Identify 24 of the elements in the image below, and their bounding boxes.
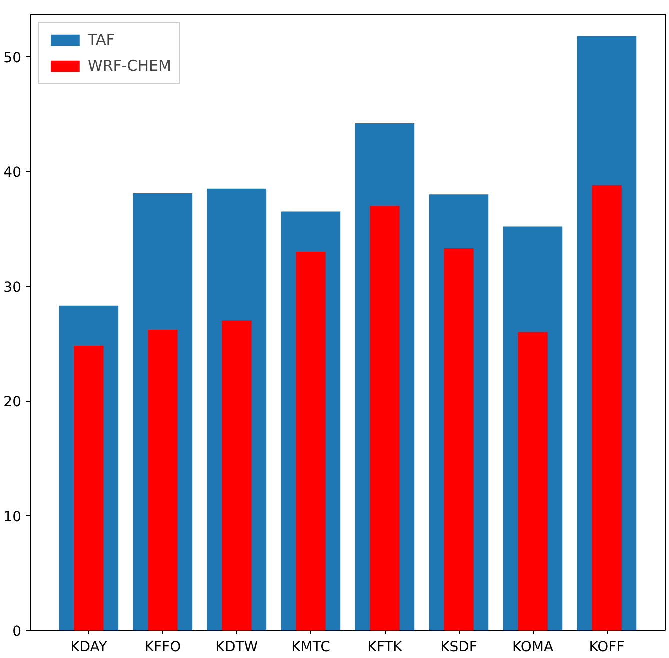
y-tick-label: 0 [12,624,22,640]
x-tick-label: KDTW [216,640,258,656]
legend-label: WRF-CHEM [88,57,172,75]
y-tick-label: 50 [4,50,22,66]
bar [74,346,104,630]
legend-label: TAF [88,31,115,49]
bar [148,330,178,630]
bar [296,252,326,630]
x-tick-label: KMTC [292,640,331,656]
y-tick-label: 30 [4,280,22,296]
x-tick-label: KOMA [512,640,554,656]
bar [370,206,400,630]
x-tick-label: KDAY [70,640,108,656]
x-tick-label: KFFO [144,640,182,656]
x-tick-label: KSDF [440,640,478,656]
x-tick-label: KFTK [368,640,404,656]
bar [518,332,548,630]
bar [444,248,474,630]
bar [222,320,252,630]
y-tick-label: 40 [4,165,22,182]
y-tick-label: 10 [4,509,22,526]
x-tick-label: KOFF [589,640,625,656]
bar [592,185,622,630]
y-tick-label: 20 [4,394,22,411]
